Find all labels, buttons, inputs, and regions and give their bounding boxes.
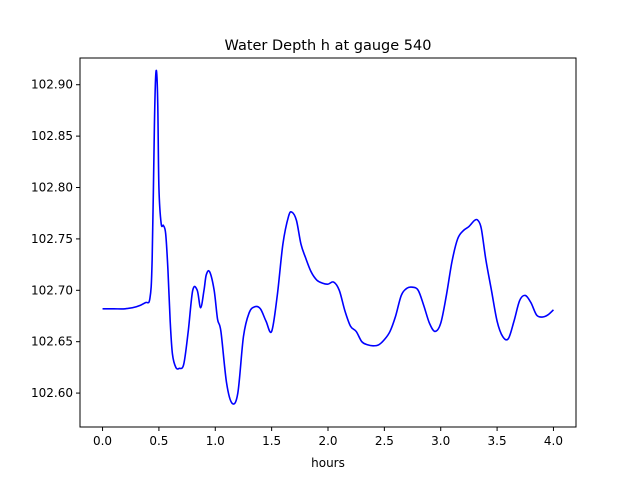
y-tick-label: 102.70 bbox=[31, 283, 73, 297]
y-tick-label: 102.75 bbox=[31, 232, 73, 246]
y-tick-label: 102.90 bbox=[31, 78, 73, 92]
y-tick-label: 102.80 bbox=[31, 181, 73, 195]
x-axis: 0.0 0.5 1.0 1.5 2.0 2.5 3.0 3.5 4.0 bbox=[93, 427, 563, 448]
x-tick-label: 3.5 bbox=[488, 434, 507, 448]
x-tick-label: 1.5 bbox=[262, 434, 281, 448]
x-tick-label: 2.0 bbox=[318, 434, 337, 448]
x-tick-label: 1.0 bbox=[206, 434, 225, 448]
y-tick-label: 102.65 bbox=[31, 335, 73, 349]
x-axis-label: hours bbox=[311, 456, 345, 470]
series-line-0 bbox=[102, 69, 555, 405]
x-tick-label: 4.0 bbox=[544, 434, 563, 448]
x-tick-label: 0.5 bbox=[149, 434, 168, 448]
y-tick-label: 102.60 bbox=[31, 386, 73, 400]
x-tick-label: 2.5 bbox=[375, 434, 394, 448]
y-tick-label: 102.85 bbox=[31, 129, 73, 143]
chart-title: Water Depth h at gauge 540 bbox=[225, 38, 432, 54]
y-axis: 102.60 102.65 102.70 102.75 102.80 102.85 102.… bbox=[31, 78, 80, 400]
x-tick-label: 3.0 bbox=[431, 434, 450, 448]
x-tick-label: 0.0 bbox=[93, 434, 112, 448]
plot-area bbox=[102, 69, 555, 405]
